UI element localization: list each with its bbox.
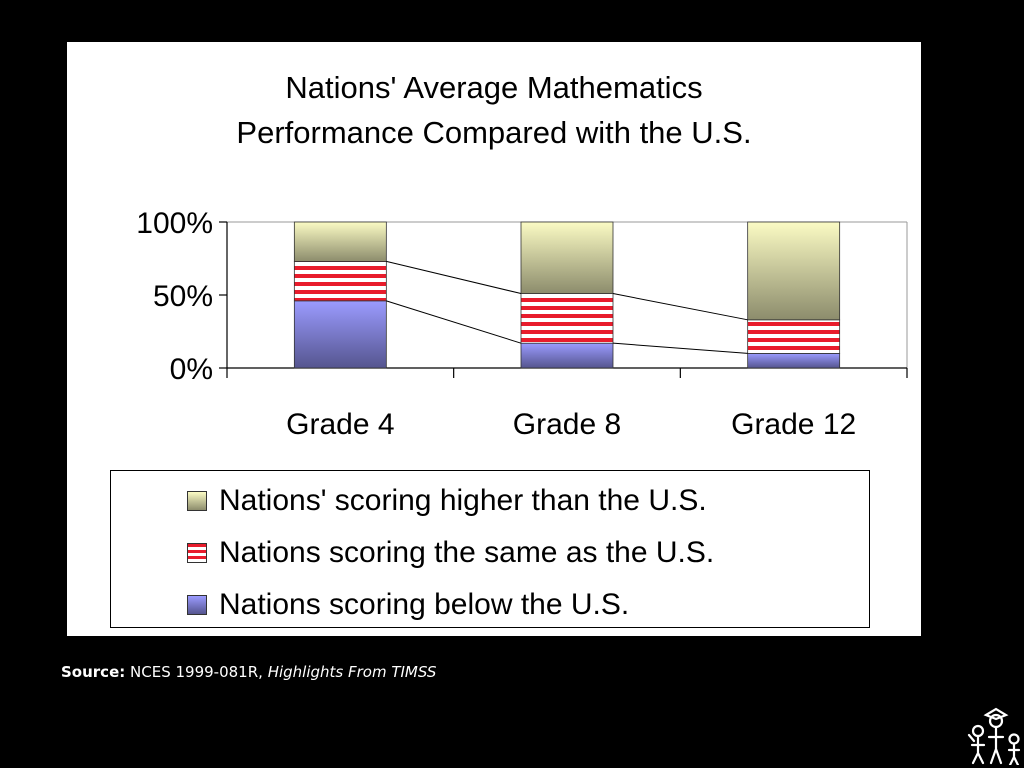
source-text: NCES 1999-081R, [130,663,263,681]
bar-below [520,342,614,369]
series-line [386,300,522,344]
source-label: Source: [61,663,126,681]
source-title: Highlights From TIMSS [267,663,437,681]
bar-below [747,352,841,369]
legend-item-same: Nations scoring the same as the U.S. [187,535,714,571]
people-logo-icon [967,707,1021,765]
bar-same [747,319,841,354]
legend-swatch-below [187,595,207,615]
legend-label-higher: Nations' scoring higher than the U.S. [219,484,707,517]
legend-label-same: Nations scoring the same as the U.S. [219,536,715,569]
series-line [386,260,522,295]
bar-higher [520,221,614,294]
bar-higher [747,221,841,321]
y-tick-label: 0% [170,353,213,386]
x-tick-label: Grade 12 [731,408,856,441]
legend-label-below: Nations scoring below the U.S. [219,588,630,621]
bar-same [520,293,614,344]
bar-below [293,300,387,369]
chart-panel: Nations' Average Mathematics Performance… [67,42,921,636]
y-tick-label: 50% [153,280,213,313]
legend-swatch-same [187,543,207,563]
series-line [612,342,748,354]
chart-title-line-2: Performance Compared with the U.S. [236,115,752,150]
source-note: Source: NCES 1999-081R, Highlights From … [61,663,436,681]
x-tick-label: Grade 4 [286,408,394,441]
chart-title-line-1: Nations' Average Mathematics [285,70,703,105]
legend-item-higher: Nations' scoring higher than the U.S. [187,483,707,519]
y-tick-label: 100% [136,207,213,240]
bar-higher [293,221,387,262]
chart-plot: 0% 50% 100% Grade 4 Grade 8 Grade 12 [136,207,908,441]
x-tick-label: Grade 8 [513,408,621,441]
chart-legend: Nations' scoring higher than the U.S. Na… [110,470,870,628]
legend-swatch-higher [187,491,207,511]
legend-item-below: Nations scoring below the U.S. [187,587,629,623]
series-line [612,293,748,321]
bar-same [293,261,387,302]
